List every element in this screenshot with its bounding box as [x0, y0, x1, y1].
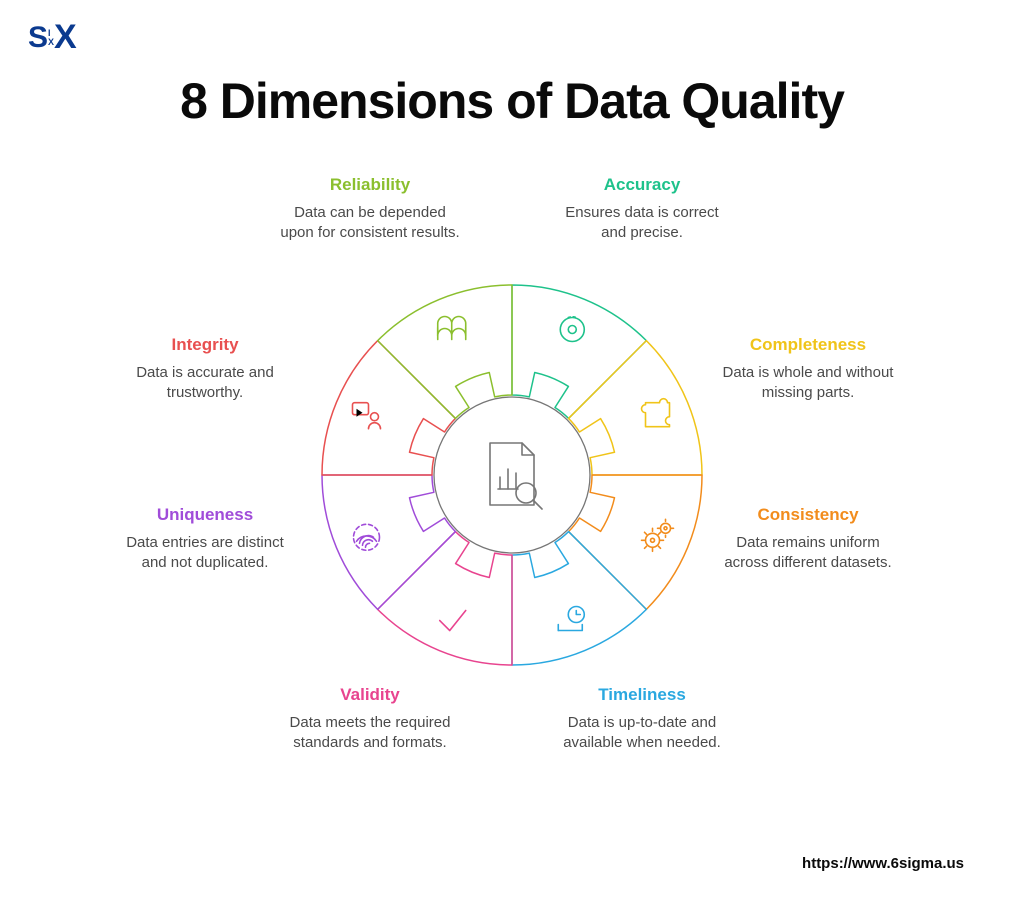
label-reliability: Reliability Data can be depended upon for…: [280, 175, 460, 244]
segment-reliability: [378, 285, 512, 418]
label-desc-integrity: Data is accurate and trustworthy.: [115, 363, 295, 404]
puzzle-icon: [642, 399, 670, 427]
center-circle: [434, 397, 590, 553]
segment-accuracy: [512, 285, 646, 418]
label-title-uniqueness: Uniqueness: [115, 505, 295, 525]
label-timeliness: Timeliness Data is up-to-date and availab…: [552, 685, 732, 754]
footer-url: https://www.6sigma.us: [802, 855, 964, 872]
label-title-consistency: Consistency: [718, 505, 898, 525]
clock-hand-icon: [558, 607, 584, 631]
label-completeness: Completeness Data is whole and without mi…: [718, 335, 898, 404]
label-desc-validity: Data meets the required standards and fo…: [280, 713, 460, 754]
label-desc-completeness: Data is whole and without missing parts.: [718, 363, 898, 404]
label-uniqueness: Uniqueness Data entries are distinct and …: [115, 505, 295, 574]
label-desc-reliability: Data can be depended upon for consistent…: [280, 203, 460, 244]
target-icon: [560, 317, 584, 342]
label-desc-accuracy: Ensures data is correct and precise.: [552, 203, 732, 244]
six-sigma-logo: SIXX: [28, 18, 76, 57]
segment-consistency: [569, 475, 702, 609]
label-title-reliability: Reliability: [280, 175, 460, 195]
bridge-icon: [438, 316, 466, 339]
gears-icon: [642, 519, 674, 551]
segment-integrity: [322, 341, 455, 475]
label-integrity: Integrity Data is accurate and trustworth…: [115, 335, 295, 404]
label-title-integrity: Integrity: [115, 335, 295, 355]
wheel-diagram: Accuracy Ensures data is correct and prec…: [0, 175, 1024, 815]
check-icon: [440, 611, 466, 631]
label-desc-uniqueness: Data entries are distinct and not duplic…: [115, 533, 295, 574]
segmented-wheel: [312, 275, 712, 675]
media-person-icon: [352, 403, 380, 429]
segment-completeness: [569, 341, 702, 475]
label-consistency: Consistency Data remains uniform across d…: [718, 505, 898, 574]
label-title-accuracy: Accuracy: [552, 175, 732, 195]
label-desc-consistency: Data remains uniform across different da…: [718, 533, 898, 574]
page-title: 8 Dimensions of Data Quality: [0, 72, 1024, 130]
fingerprint-icon: [353, 524, 379, 550]
segment-timeliness: [512, 532, 646, 665]
label-desc-timeliness: Data is up-to-date and available when ne…: [552, 713, 732, 754]
segment-validity: [378, 532, 512, 665]
segment-uniqueness: [322, 475, 455, 609]
label-accuracy: Accuracy Ensures data is correct and prec…: [552, 175, 732, 244]
label-title-validity: Validity: [280, 685, 460, 705]
label-validity: Validity Data meets the required standard…: [280, 685, 460, 754]
label-title-timeliness: Timeliness: [552, 685, 732, 705]
label-title-completeness: Completeness: [718, 335, 898, 355]
